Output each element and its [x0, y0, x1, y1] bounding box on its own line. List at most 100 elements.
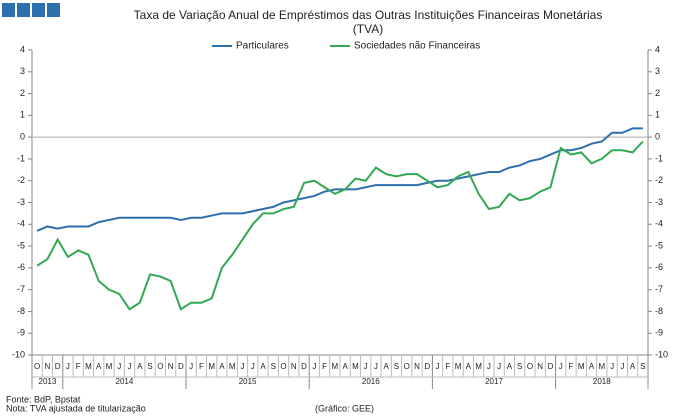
- x-tick-label: N: [414, 362, 420, 371]
- x-tick-label: M: [332, 362, 339, 371]
- x-tick-label: M: [598, 362, 605, 371]
- year-label: 2017: [485, 377, 503, 386]
- x-tick-label: J: [364, 362, 368, 371]
- y-tick-label: -1: [17, 153, 25, 163]
- x-tick-label: M: [85, 362, 92, 371]
- x-tick-label: F: [199, 362, 204, 371]
- x-tick-label: O: [404, 362, 410, 371]
- y-tick-label: -3: [17, 197, 25, 207]
- logo: [2, 3, 60, 17]
- y-tick-label: -5: [17, 240, 25, 250]
- x-tick-label: F: [76, 362, 81, 371]
- y-tick-label: 0: [20, 132, 25, 142]
- x-tick-label: S: [394, 362, 399, 371]
- x-tick-label: D: [178, 362, 184, 371]
- year-label: 2015: [239, 377, 257, 386]
- x-tick-label: M: [229, 362, 236, 371]
- y2-tick-label: -9: [655, 328, 663, 338]
- x-tick-label: A: [589, 362, 595, 371]
- y2-tick-label: 3: [655, 66, 660, 76]
- y2-tick-label: -1: [655, 153, 663, 163]
- x-tick-label: J: [117, 362, 121, 371]
- x-tick-label: S: [147, 362, 152, 371]
- y-tick-label: -10: [12, 349, 25, 359]
- x-tick-label: A: [466, 362, 472, 371]
- x-tick-label: J: [610, 362, 614, 371]
- x-tick-label: O: [157, 362, 163, 371]
- y2-tick-label: -3: [655, 197, 663, 207]
- y-tick-label: -2: [17, 175, 25, 185]
- x-tick-label: A: [342, 362, 348, 371]
- y-tick-label: -8: [17, 306, 25, 316]
- x-tick-label: O: [280, 362, 286, 371]
- y-tick-label: 1: [20, 110, 25, 120]
- y2-tick-label: -5: [655, 240, 663, 250]
- x-tick-label: J: [312, 362, 316, 371]
- x-tick-label: N: [45, 362, 51, 371]
- y-tick-label: 3: [20, 66, 25, 76]
- x-tick-label: F: [322, 362, 327, 371]
- x-tick-label: M: [455, 362, 462, 371]
- x-tick-label: D: [548, 362, 554, 371]
- x-tick-label: N: [168, 362, 174, 371]
- y-tick-label: -7: [17, 284, 25, 294]
- x-tick-label: J: [251, 362, 255, 371]
- logo-square: [47, 3, 60, 17]
- x-tick-label: M: [352, 362, 359, 371]
- x-tick-label: J: [559, 362, 563, 371]
- y2-tick-label: 4: [655, 44, 660, 54]
- x-tick-label: J: [240, 362, 244, 371]
- x-tick-label: N: [537, 362, 543, 371]
- chart-subtitle: (TVA): [353, 22, 383, 36]
- y-tick-label: 2: [20, 88, 25, 98]
- y-tick-label: -4: [17, 219, 25, 229]
- y2-tick-label: -8: [655, 306, 663, 316]
- x-tick-label: N: [291, 362, 297, 371]
- logo-square: [32, 3, 45, 17]
- year-label: 2018: [593, 377, 611, 386]
- x-tick-label: F: [445, 362, 450, 371]
- x-tick-label: D: [424, 362, 430, 371]
- x-tick-label: M: [475, 362, 482, 371]
- y2-tick-label: -2: [655, 175, 663, 185]
- note: Nota: TVA ajustada de titularização: [6, 403, 146, 413]
- y2-tick-label: -10: [655, 349, 668, 359]
- x-tick-label: J: [620, 362, 624, 371]
- logo-square: [2, 3, 15, 17]
- x-tick-label: F: [569, 362, 574, 371]
- logo-square: [17, 3, 30, 17]
- x-tick-label: M: [208, 362, 215, 371]
- year-label: 2014: [116, 377, 134, 386]
- x-tick-label: S: [271, 362, 276, 371]
- x-tick-label: J: [487, 362, 491, 371]
- x-tick-label: A: [96, 362, 102, 371]
- x-tick-label: J: [497, 362, 501, 371]
- year-label: 2016: [362, 377, 380, 386]
- x-tick-label: J: [436, 362, 440, 371]
- x-tick-label: J: [189, 362, 193, 371]
- y2-tick-label: -4: [655, 219, 663, 229]
- x-tick-label: M: [578, 362, 585, 371]
- x-tick-label: J: [374, 362, 378, 371]
- x-tick-label: D: [55, 362, 61, 371]
- x-tick-label: D: [301, 362, 307, 371]
- x-tick-label: J: [128, 362, 132, 371]
- x-tick-label: A: [507, 362, 513, 371]
- x-tick-label: A: [630, 362, 636, 371]
- y-tick-label: -6: [17, 262, 25, 272]
- x-tick-label: A: [384, 362, 390, 371]
- x-tick-label: O: [527, 362, 533, 371]
- legend-label: Sociedades não Financeiras: [354, 41, 480, 52]
- legend-label: Particulares: [236, 41, 289, 52]
- y2-tick-label: -7: [655, 284, 663, 294]
- y2-tick-label: 1: [655, 110, 660, 120]
- x-tick-label: A: [219, 362, 225, 371]
- x-tick-label: S: [640, 362, 645, 371]
- series-line: [36, 140, 644, 311]
- x-tick-label: M: [106, 362, 113, 371]
- x-tick-label: O: [34, 362, 40, 371]
- y2-tick-label: 2: [655, 88, 660, 98]
- y-tick-label: -9: [17, 328, 25, 338]
- x-tick-label: S: [517, 362, 522, 371]
